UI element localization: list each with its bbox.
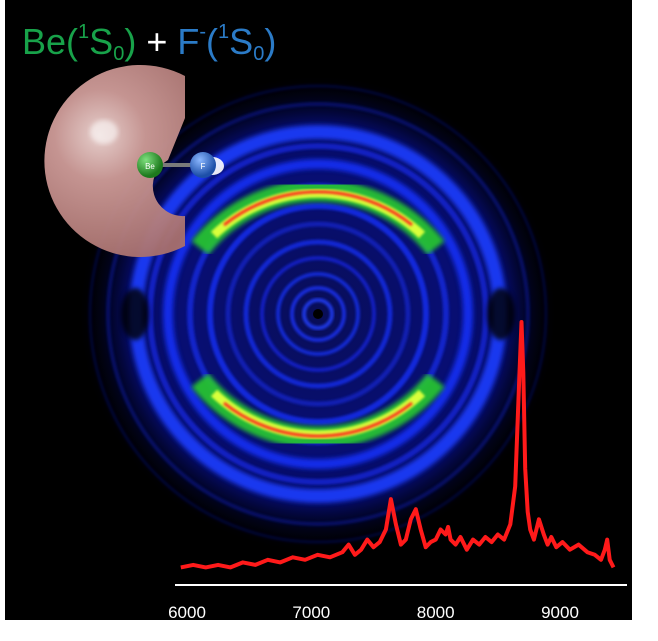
spectrum-chart (175, 320, 627, 586)
species-2: F-(1S0) (177, 21, 277, 65)
be-atom-label: Be (145, 162, 155, 171)
x-tick-label: 6000 (168, 603, 206, 622)
anisotropic-arcs (191, 179, 445, 449)
electron-density-surface (44, 65, 185, 258)
blue-ring-pattern (78, 74, 558, 554)
f-atom-icon (190, 152, 216, 178)
spectrum-series-line (180, 320, 616, 570)
f-atom-label: F (201, 162, 206, 171)
x-tick-label: 9000 (541, 603, 579, 622)
reaction-title: Be(1S0) + F-(1S0) (22, 20, 276, 64)
molecule-orbital-figure: Be F (44, 65, 224, 258)
plus-sign: + (146, 21, 168, 62)
x-tick-label: 8000 (416, 603, 455, 622)
species-1: Be(1S0) (22, 21, 137, 65)
x-tick-label: 7000 (292, 603, 331, 622)
be-atom-icon (137, 152, 163, 178)
